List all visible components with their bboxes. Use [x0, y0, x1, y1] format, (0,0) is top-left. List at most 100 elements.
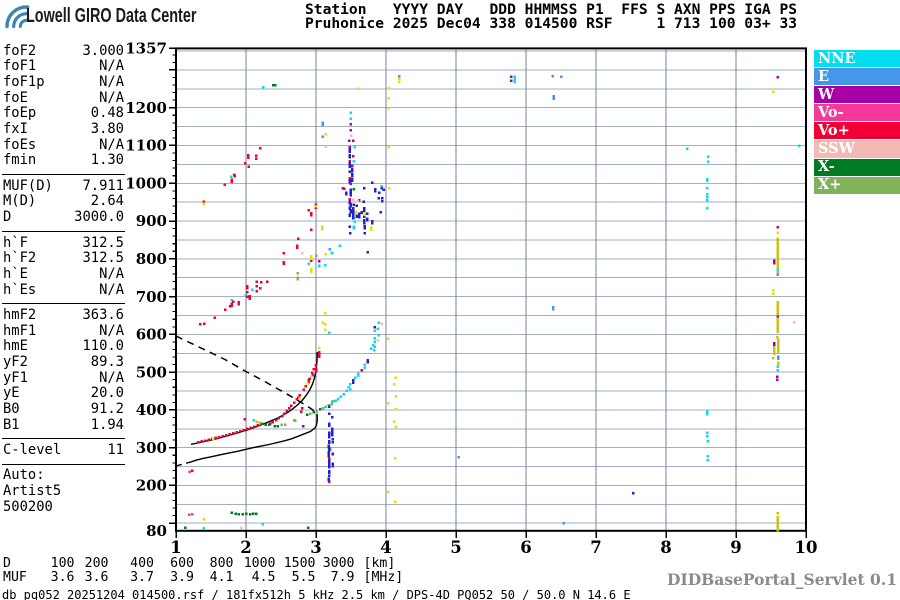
muf-row-value: 3.7: [130, 569, 154, 585]
scatter-points-obliquedark: [255, 237, 780, 532]
y-axis-labels: 1357 1200 1100 1000 900 800 700 600 500 400 300 200…: [125, 40, 167, 540]
muf-row-unit: [MHz]: [363, 569, 404, 585]
d-row-value: 200: [84, 556, 109, 572]
giro-logo-icon: [5, 5, 30, 29]
scatter-points-vertical: [327, 148, 635, 495]
x-axis-labels: 1 2 3 4 5 6 7 8 9 10: [170, 538, 817, 557]
legend-item-nne: NNE: [814, 50, 900, 68]
param-label: D: [3, 209, 12, 226]
servlet-version-label: DIDBasePortal_Servlet 0.1: [667, 570, 897, 589]
d-row-value: 800: [209, 556, 234, 572]
param-label: C-level: [3, 441, 62, 458]
param-label: h`F: [3, 234, 28, 251]
muf-row-label: MUF: [3, 569, 27, 585]
param-value: 11: [107, 441, 124, 458]
param-value: N/A: [99, 89, 124, 106]
x-tick-label: 9: [730, 538, 741, 557]
param-label: foEs: [3, 136, 37, 153]
param-label: MUF(D): [3, 177, 53, 194]
param-value: 20.0: [90, 385, 124, 402]
station-header-line1: Station YYYY DAY DDD HHMMSS P1 FFS S AXN…: [305, 1, 798, 18]
x-tick-label: 7: [590, 538, 601, 557]
d-row-value: 3000: [322, 556, 355, 572]
param-value: 3.80: [90, 121, 124, 138]
station-header-line2: Pruhonice 2025 Dec04 338 014500 RSF 1 71…: [305, 15, 798, 32]
y-tick-label: 1000: [125, 174, 167, 192]
param-value: 1.94: [90, 416, 124, 433]
d-row-value: 400: [130, 556, 154, 572]
param-label: B0: [3, 400, 20, 417]
param-value: 91.2: [90, 400, 124, 417]
legend-label: Vo+: [818, 121, 850, 139]
y-tick-label: 300: [136, 439, 167, 457]
y-tick-label: 1357: [125, 40, 167, 58]
curve-profile-dashed-start: [175, 461, 192, 467]
param-label: yF2: [3, 353, 28, 370]
param-label: foF1p: [3, 74, 45, 91]
gridlines: [176, 48, 806, 531]
curve-topside-dashed: [175, 335, 318, 415]
x-tick-label: 1: [170, 538, 181, 557]
param-label: h`F2: [3, 250, 37, 267]
x-tick-label: 8: [660, 538, 671, 557]
param-label: M(D): [3, 193, 37, 210]
param-label: foEp: [3, 105, 37, 122]
param-label: h`E: [3, 265, 28, 282]
d-row-label: D: [3, 556, 11, 572]
param-label: hmF2: [3, 306, 37, 323]
logo-arc: [12, 12, 29, 29]
param-value: N/A: [99, 74, 124, 91]
axis-ticks: [169, 47, 807, 538]
param-value: 3000.0: [74, 209, 124, 226]
x-tick-label: 6: [520, 538, 531, 557]
param-value: 0.48: [90, 105, 124, 122]
param-separator: [2, 303, 125, 305]
station-header: Station YYYY DAY DDD HHMMSS P1 FFS S AXN…: [305, 1, 798, 32]
plot-border: [175, 47, 807, 532]
param-value: 110.0: [82, 338, 124, 355]
param-label: B1: [3, 416, 20, 433]
param-value: N/A: [99, 136, 124, 153]
scatter-points-x: [184, 84, 355, 529]
profile-curves: [175, 335, 319, 467]
param-value: 3.000: [82, 42, 124, 59]
muf-row-value: 3.6: [84, 569, 109, 585]
legend-label: X+: [818, 176, 842, 194]
scatter-points-ssw: [239, 134, 796, 529]
scatter-points-nne: [202, 75, 801, 530]
param-value: 7.911: [82, 177, 124, 194]
y-tick-label: 200: [136, 477, 167, 495]
muf-row-value: 4.1: [209, 569, 234, 585]
curve-profile: [190, 413, 319, 463]
x-tick-label: 10: [795, 538, 818, 557]
legend-item-vo: Vo+: [814, 121, 900, 140]
param-separator: [2, 230, 125, 232]
legend-item-vo: Vo-: [814, 104, 900, 122]
auto-block-500200: 500200: [3, 498, 53, 515]
y-tick-label: 1100: [125, 137, 167, 155]
chart-legend: NNE E W Vo- Vo+ SSW X- X+: [814, 50, 900, 195]
legend-item-e: E: [814, 68, 900, 86]
logo-arc: [18, 18, 29, 28]
d-row-value: 1000: [243, 556, 276, 572]
x-tick-label: 4: [380, 538, 391, 557]
legend-label: X-: [818, 158, 835, 176]
muf-row-value: 4.5: [251, 569, 276, 585]
legend-item-w: W: [814, 85, 900, 104]
legend-item-x: X-: [814, 158, 900, 176]
param-label: foE: [3, 89, 28, 106]
y-tick-label: 900: [136, 212, 167, 230]
param-value: 89.3: [90, 353, 124, 370]
y-tick-label: 800: [136, 250, 167, 268]
legend-label: W: [818, 85, 835, 103]
d-row-value: 100: [50, 556, 75, 572]
parameter-panel: foF2 3.000 foF1 N/A foF1p N/A foE N/A foEp 0.48 fx…: [0, 0, 130, 540]
logo-arc: [5, 5, 30, 29]
param-separator: [2, 463, 125, 465]
x-tick-label: 2: [240, 538, 251, 557]
param-label: foF1: [3, 58, 37, 75]
param-label: foF2: [3, 42, 37, 59]
legend-item-x: X+: [814, 176, 900, 194]
param-value: N/A: [99, 265, 124, 282]
